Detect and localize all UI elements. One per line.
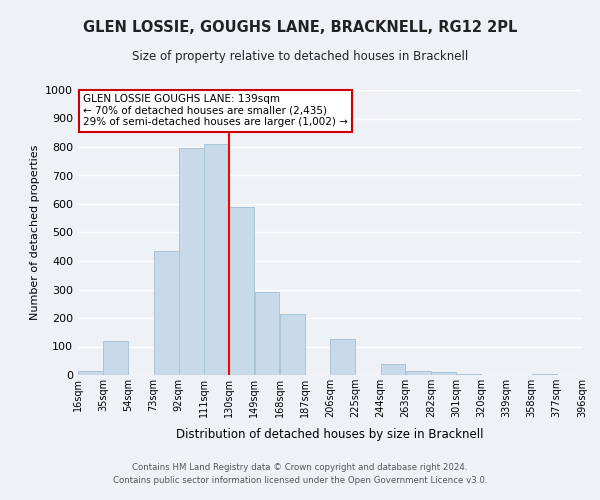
Bar — [179, 148, 204, 375]
Text: Contains HM Land Registry data © Crown copyright and database right 2024.
Contai: Contains HM Land Registry data © Crown c… — [113, 464, 487, 485]
Bar — [380, 364, 406, 375]
Text: GLEN LOSSIE, GOUGHS LANE, BRACKNELL, RG12 2PL: GLEN LOSSIE, GOUGHS LANE, BRACKNELL, RG1… — [83, 20, 517, 35]
Bar — [229, 207, 254, 375]
Bar — [456, 374, 481, 375]
Bar — [154, 251, 179, 375]
Bar — [431, 372, 456, 375]
Text: GLEN LOSSIE GOUGHS LANE: 139sqm
← 70% of detached houses are smaller (2,435)
29%: GLEN LOSSIE GOUGHS LANE: 139sqm ← 70% of… — [83, 94, 348, 128]
Bar — [254, 292, 280, 375]
Y-axis label: Number of detached properties: Number of detached properties — [29, 145, 40, 320]
Bar — [330, 340, 355, 375]
Text: Size of property relative to detached houses in Bracknell: Size of property relative to detached ho… — [132, 50, 468, 63]
Bar — [532, 374, 557, 375]
Bar — [103, 341, 128, 375]
X-axis label: Distribution of detached houses by size in Bracknell: Distribution of detached houses by size … — [176, 428, 484, 442]
Bar — [204, 144, 229, 375]
Bar — [78, 370, 103, 375]
Bar — [406, 370, 431, 375]
Bar — [280, 314, 305, 375]
